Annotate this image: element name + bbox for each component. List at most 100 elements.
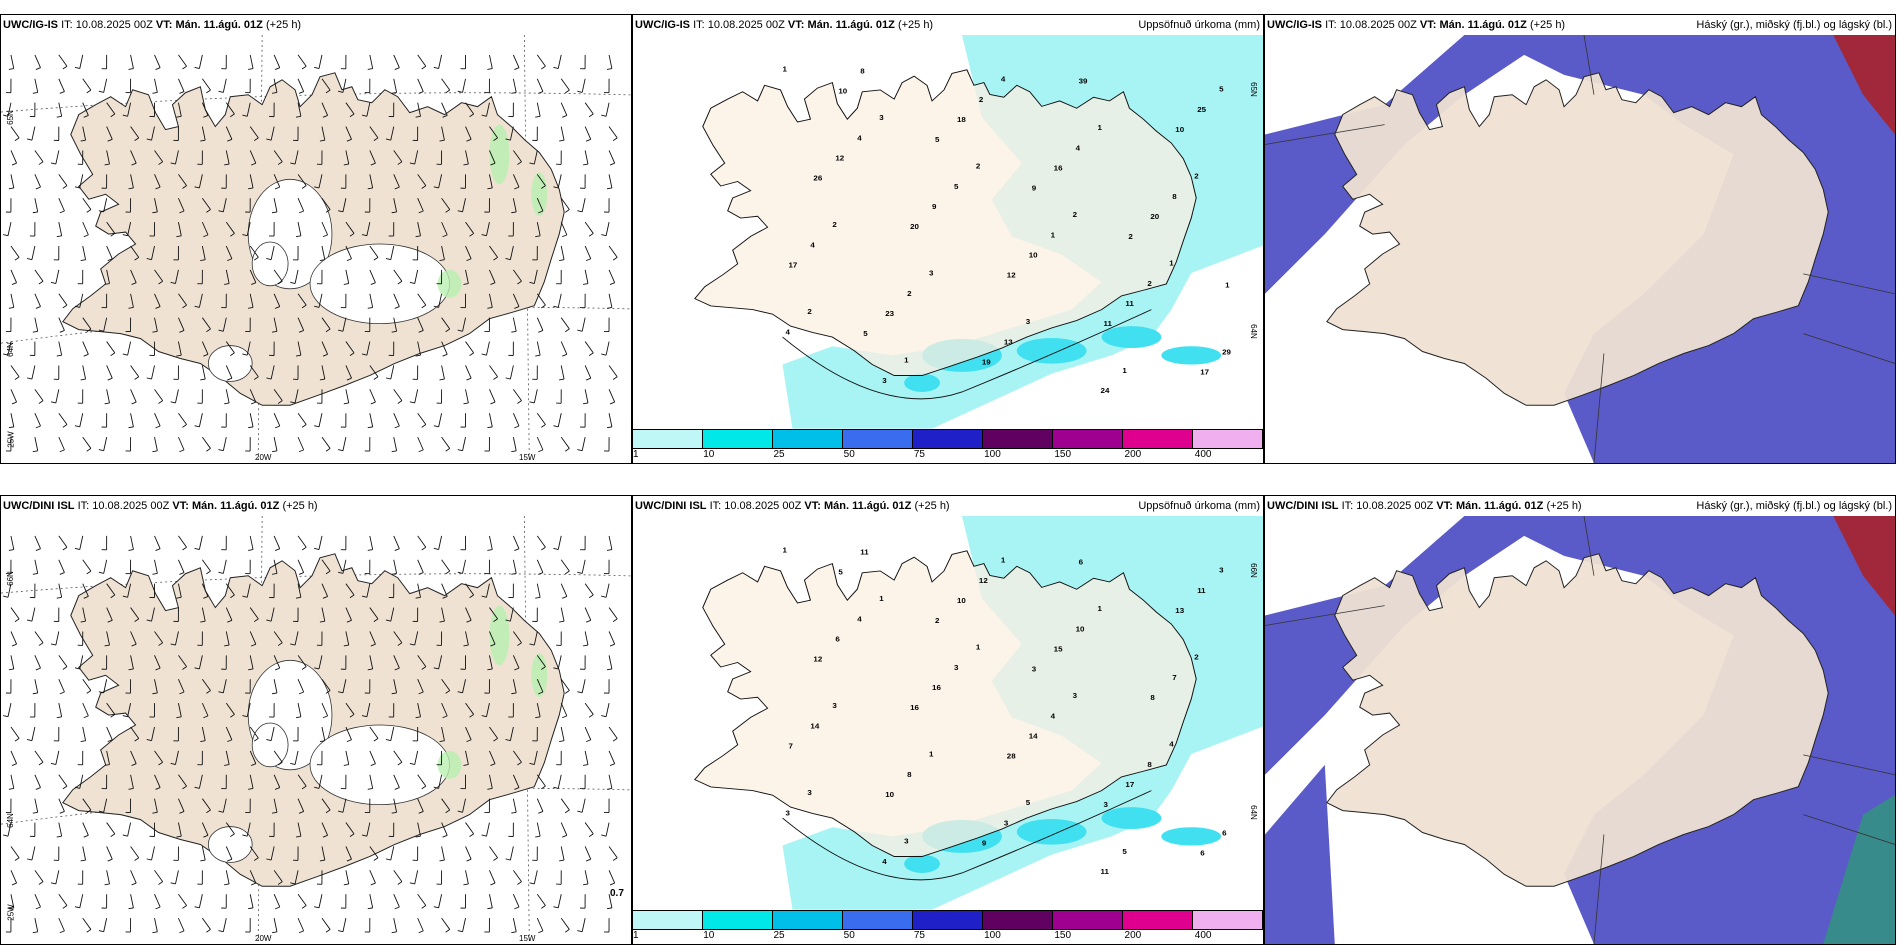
cloud-map-svg — [1265, 516, 1895, 944]
precip-value: 5 — [863, 329, 868, 338]
legend-swatch — [1193, 911, 1263, 929]
precip-value: 8 — [1150, 693, 1155, 702]
vt-label: VT: — [1419, 19, 1437, 31]
legend-swatch — [773, 430, 843, 448]
precip-value: 1 — [1122, 366, 1127, 375]
lat-label-64n: 64N — [5, 342, 15, 357]
precip-value: 5 — [1122, 847, 1127, 856]
cloud-map[interactable] — [1265, 35, 1895, 463]
precip-value: 6 — [1079, 558, 1083, 567]
lead-time: (+25 h) — [897, 19, 934, 31]
lead-time: (+25 h) — [1529, 19, 1566, 31]
legend-swatch — [913, 911, 983, 929]
precip-value: 1 — [1051, 231, 1056, 240]
precip-value: 7 — [789, 742, 793, 751]
precip-value: 17 — [789, 261, 798, 270]
lon-label-25w: 25W — [6, 904, 16, 921]
precip-map-svg: 1322121412233154512432484213242512910112… — [694, 35, 1263, 429]
precip-value: 39 — [1079, 77, 1088, 86]
precip-value: 2 — [1194, 653, 1198, 662]
precip-value: 1 — [929, 750, 934, 759]
precip-value: 3 — [1004, 819, 1008, 828]
legend-color-bar — [633, 429, 1263, 449]
legend-tick: 50 — [843, 449, 855, 460]
precip-value: 20 — [1150, 212, 1159, 221]
precip-patch — [1016, 818, 1087, 845]
cloud-title: Háský (gr.), miðský (fj.bl.) og lágský (… — [1696, 500, 1892, 512]
precip-patch — [904, 373, 941, 392]
precip-value: 10 — [957, 596, 966, 605]
it-value: 10.08.2025 00Z — [92, 500, 170, 512]
precip-value: 3 — [954, 663, 958, 672]
precip-value: 5 — [838, 568, 843, 577]
precip-patch — [1101, 807, 1162, 830]
precip-value: 10 — [838, 87, 847, 96]
precip-value: 11 — [1125, 299, 1134, 308]
cloud-title: Háský (gr.), miðský (fj.bl.) og lágský (… — [1696, 19, 1892, 31]
lon-label-20w: 20W — [255, 453, 272, 462]
it-value: 10.08.2025 00Z — [724, 500, 802, 512]
legend-tick: 10 — [703, 930, 715, 941]
precip-map-svg: 1113433112315534348341210714831111616141… — [694, 516, 1263, 910]
model-name: UWC/DINI ISL — [1267, 500, 1339, 512]
panel-header: UWC/DINI ISL IT: 10.08.2025 00Z VT: Mán.… — [1, 496, 631, 516]
legend-swatch — [633, 430, 703, 448]
panel-header: UWC/DINI ISL IT: 10.08.2025 00Z VT: Mán.… — [633, 496, 1263, 516]
vt-label: VT: — [1436, 500, 1453, 512]
precip-value: 9 — [982, 839, 986, 848]
precip-value: 1 — [783, 546, 788, 555]
legend-swatch — [1053, 911, 1123, 929]
precip-value: 8 — [860, 67, 865, 76]
wind-map[interactable] — [1, 35, 631, 463]
legend-swatch — [773, 911, 843, 929]
precip-map[interactable]: 1 3 2 2 1 2 1 4 1 2 2 3 3 1 5 4 5 1 2 4 3 2 4 8 4 2 13 24 25 12 9 10 11 2… — [633, 35, 1263, 429]
precip-value: 4 — [810, 241, 815, 250]
precip-value: 13 — [1175, 606, 1184, 615]
precip-value: 1 — [1001, 556, 1006, 565]
precip-value: 2 — [907, 289, 911, 298]
it-value: 10.08.2025 00Z — [1356, 500, 1434, 512]
legend-swatch — [633, 911, 703, 929]
legend-color-bar — [633, 910, 1263, 930]
precip-value: 2 — [1128, 232, 1132, 241]
lat-label-64n: 64N — [1249, 324, 1259, 339]
legend-swatch — [843, 911, 913, 929]
precip-patch — [904, 854, 941, 873]
lon-label-25w: 25W — [6, 431, 16, 448]
precip-value: 11 — [860, 548, 869, 557]
vt-label: VT: — [155, 19, 173, 31]
it-label: IT: — [77, 500, 90, 512]
lead-time: (+25 h) — [1546, 500, 1582, 512]
precip-value: 10 — [1076, 625, 1085, 634]
vt-label: VT: — [787, 19, 805, 31]
cloud-map[interactable] — [1265, 516, 1895, 944]
wind-map[interactable] — [1, 516, 631, 944]
precip-value: 3 — [904, 837, 908, 846]
legend-swatch — [703, 430, 773, 448]
legend-tick: 400 — [1194, 930, 1212, 941]
panel-header: UWC/IG-IS IT: 10.08.2025 00Z VT: Mán. 11… — [1, 15, 631, 35]
cloud-panel-row1: UWC/IG-IS IT: 10.08.2025 00Z VT: Mán. 11… — [1264, 14, 1896, 464]
precip-value: 23 — [885, 309, 894, 318]
precip-value: 10 — [885, 790, 894, 799]
precip-value: 24 — [1101, 386, 1111, 395]
precip-value: 17 — [1200, 368, 1209, 377]
precip-value: 2 — [1073, 210, 1077, 219]
precip-value: 3 — [929, 269, 933, 278]
legend-tick: 150 — [1054, 930, 1072, 941]
precip-value: 5 — [935, 135, 940, 144]
vt-value: Mán. 11.ágú. 01Z — [807, 19, 895, 31]
vt-value: Mán. 11.ágú. 01Z — [1439, 19, 1527, 31]
legend-swatch — [1123, 430, 1193, 448]
precip-value: 3 — [1026, 318, 1030, 327]
precip-value: 1 — [879, 594, 884, 603]
legend-tick: 75 — [913, 930, 925, 941]
precip-value: 4 — [1001, 75, 1006, 84]
legend-tick: 25 — [773, 930, 785, 941]
it-label: IT: — [61, 19, 73, 31]
precip-value: 11 — [1101, 867, 1110, 876]
legend-tick: 200 — [1124, 930, 1142, 941]
legend-tick: 10 — [703, 449, 715, 460]
precip-value: 12 — [835, 154, 844, 163]
precip-map[interactable]: 1 1 1 3 4 3 3 1 1 2 3 1 5 5 3 4 3 4 8 3 4 12 10 7 14 8 3 11 11 6 16 14 1… — [633, 516, 1263, 910]
